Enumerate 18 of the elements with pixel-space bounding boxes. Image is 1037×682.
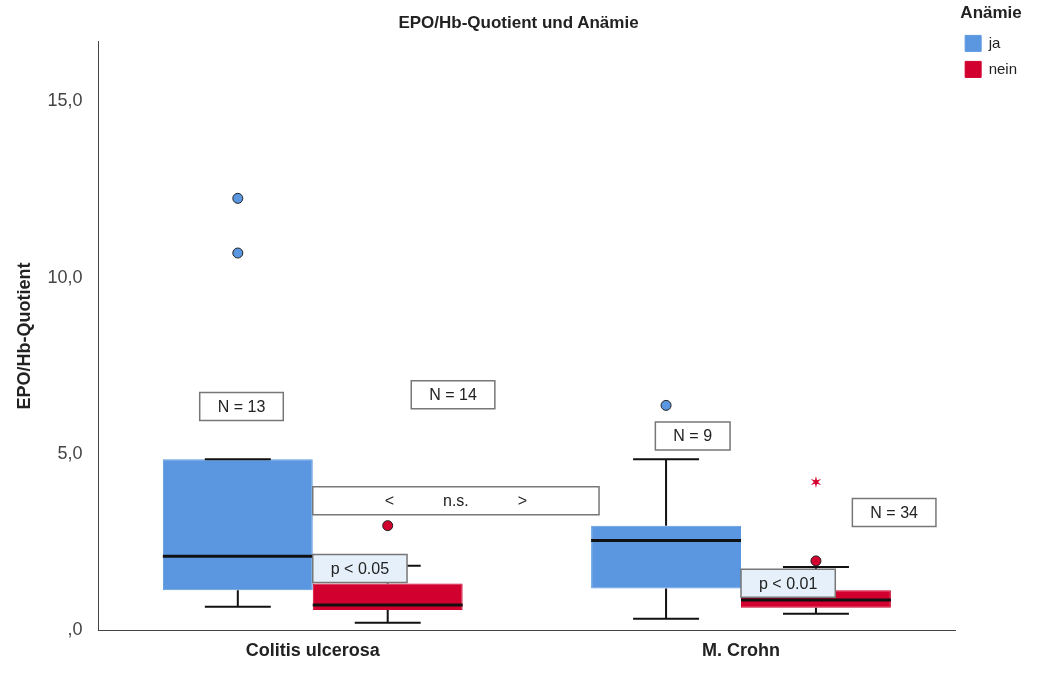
- x-tick-label: Colitis ulcerosa: [245, 640, 381, 661]
- annotation: p < 0.01: [759, 574, 818, 592]
- x-tick-label: M. Crohn: [702, 640, 781, 661]
- annotation: N = 34: [870, 504, 919, 522]
- annotation: < n.s. >: [384, 492, 528, 510]
- legend-label: ja: [987, 33, 1001, 51]
- annotation: p < 0.05: [330, 559, 390, 577]
- y-tick-label: ,0: [67, 619, 83, 640]
- annotation: N = 9: [673, 427, 713, 445]
- y-tick-label: 5,0: [57, 443, 83, 464]
- y-axis-title: EPO/Hb-Quotient: [13, 262, 34, 410]
- legend-title: Anämie: [960, 3, 1022, 23]
- y-tick-label: 15,0: [47, 90, 83, 111]
- annotation: N = 13: [217, 397, 266, 415]
- chart-title: EPO/Hb-Quotient und Anämie: [398, 12, 639, 32]
- annotation: N = 14: [429, 386, 477, 404]
- y-tick-label: 10,0: [47, 266, 83, 287]
- legend-label: nein: [988, 59, 1017, 77]
